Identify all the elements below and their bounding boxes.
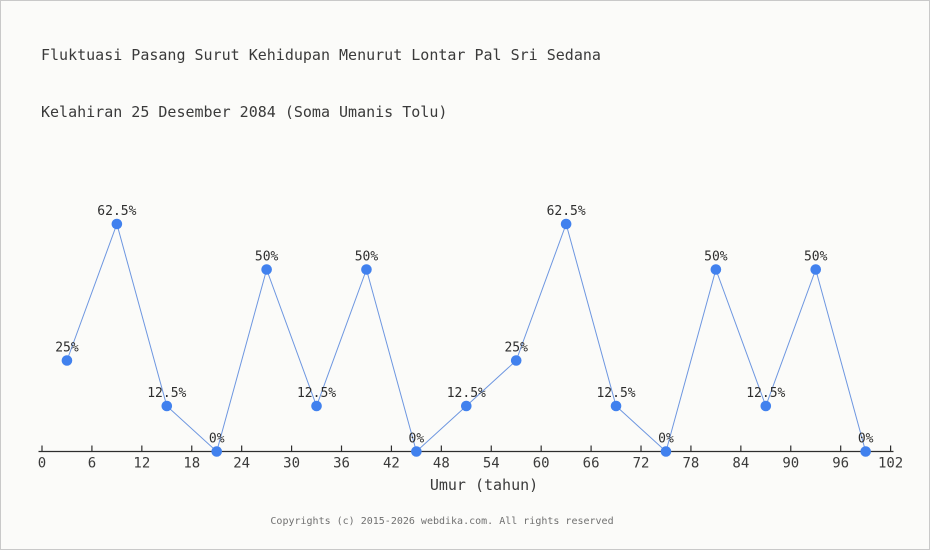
x-axis-tick-label: 54 xyxy=(483,456,500,472)
x-axis-tick-label: 0 xyxy=(38,456,46,472)
chart-title: Fluktuasi Pasang Surut Kehidupan Menurut… xyxy=(41,8,601,160)
data-point-marker xyxy=(61,355,73,366)
x-axis-tick-label: 78 xyxy=(682,456,699,472)
data-point-label: 0% xyxy=(858,432,874,447)
data-point-label: 12.5% xyxy=(297,386,336,401)
x-axis-tick-label: 90 xyxy=(782,456,799,472)
data-point-marker xyxy=(311,400,322,412)
data-point-marker xyxy=(610,400,622,412)
data-point-marker xyxy=(510,355,522,366)
x-axis-tick-label: 30 xyxy=(283,456,300,472)
data-point-label: 25% xyxy=(55,341,79,356)
data-point-marker xyxy=(860,446,871,457)
data-point-marker xyxy=(411,446,422,457)
data-point-marker xyxy=(211,446,223,457)
data-point-label: 50% xyxy=(255,250,279,265)
chart-title-line1: Fluktuasi Pasang Surut Kehidupan Menurut… xyxy=(41,46,601,64)
x-axis-tick-label: 60 xyxy=(533,456,550,472)
data-point-label: 62.5% xyxy=(547,204,586,219)
data-point-label: 25% xyxy=(504,341,528,356)
data-point-marker xyxy=(461,400,472,412)
data-point-marker xyxy=(560,218,572,230)
x-axis-tick-label: 48 xyxy=(433,456,450,472)
data-point-marker xyxy=(161,400,173,412)
data-point-marker xyxy=(660,446,672,457)
data-point-label: 0% xyxy=(209,432,225,447)
data-point-marker xyxy=(361,264,372,275)
x-axis-tick-label: 66 xyxy=(583,456,600,472)
data-point-label: 50% xyxy=(804,250,828,265)
data-point-label: 12.5% xyxy=(447,386,486,401)
x-axis-tick-label: 18 xyxy=(183,456,200,472)
data-point-label: 0% xyxy=(658,432,674,447)
x-axis-title: Umur (tahun) xyxy=(429,476,539,494)
x-axis-tick-label: 84 xyxy=(732,456,749,472)
copyright-text: Copyrights (c) 2015-2026 webdika.com. Al… xyxy=(270,516,614,527)
x-axis-tick-label: 36 xyxy=(333,456,350,472)
data-point-marker xyxy=(810,264,822,275)
chart-title-line2: Kelahiran 25 Desember 2084 (Soma Umanis … xyxy=(41,103,448,121)
x-axis-tick-label: 6 xyxy=(88,456,96,472)
data-point-marker xyxy=(111,218,123,230)
data-point-label: 12.5% xyxy=(147,386,186,401)
x-axis-tick-label: 24 xyxy=(233,456,250,472)
x-axis-tick-label: 96 xyxy=(832,456,849,472)
data-point-label: 12.5% xyxy=(746,386,785,401)
data-point-label: 50% xyxy=(704,250,728,265)
data-point-marker xyxy=(760,400,772,412)
x-axis-tick-label: 72 xyxy=(633,456,650,472)
x-axis-tick-label: 102 xyxy=(878,456,903,472)
x-axis-tick-label: 42 xyxy=(383,456,400,472)
data-point-marker xyxy=(710,264,722,275)
data-point-marker xyxy=(261,264,272,275)
data-point-label: 50% xyxy=(355,250,379,265)
x-axis-tick-label: 12 xyxy=(133,456,150,472)
data-point-label: 12.5% xyxy=(596,386,635,401)
series-line xyxy=(66,222,867,453)
data-point-label: 0% xyxy=(409,432,425,447)
data-point-label: 62.5% xyxy=(97,204,136,219)
